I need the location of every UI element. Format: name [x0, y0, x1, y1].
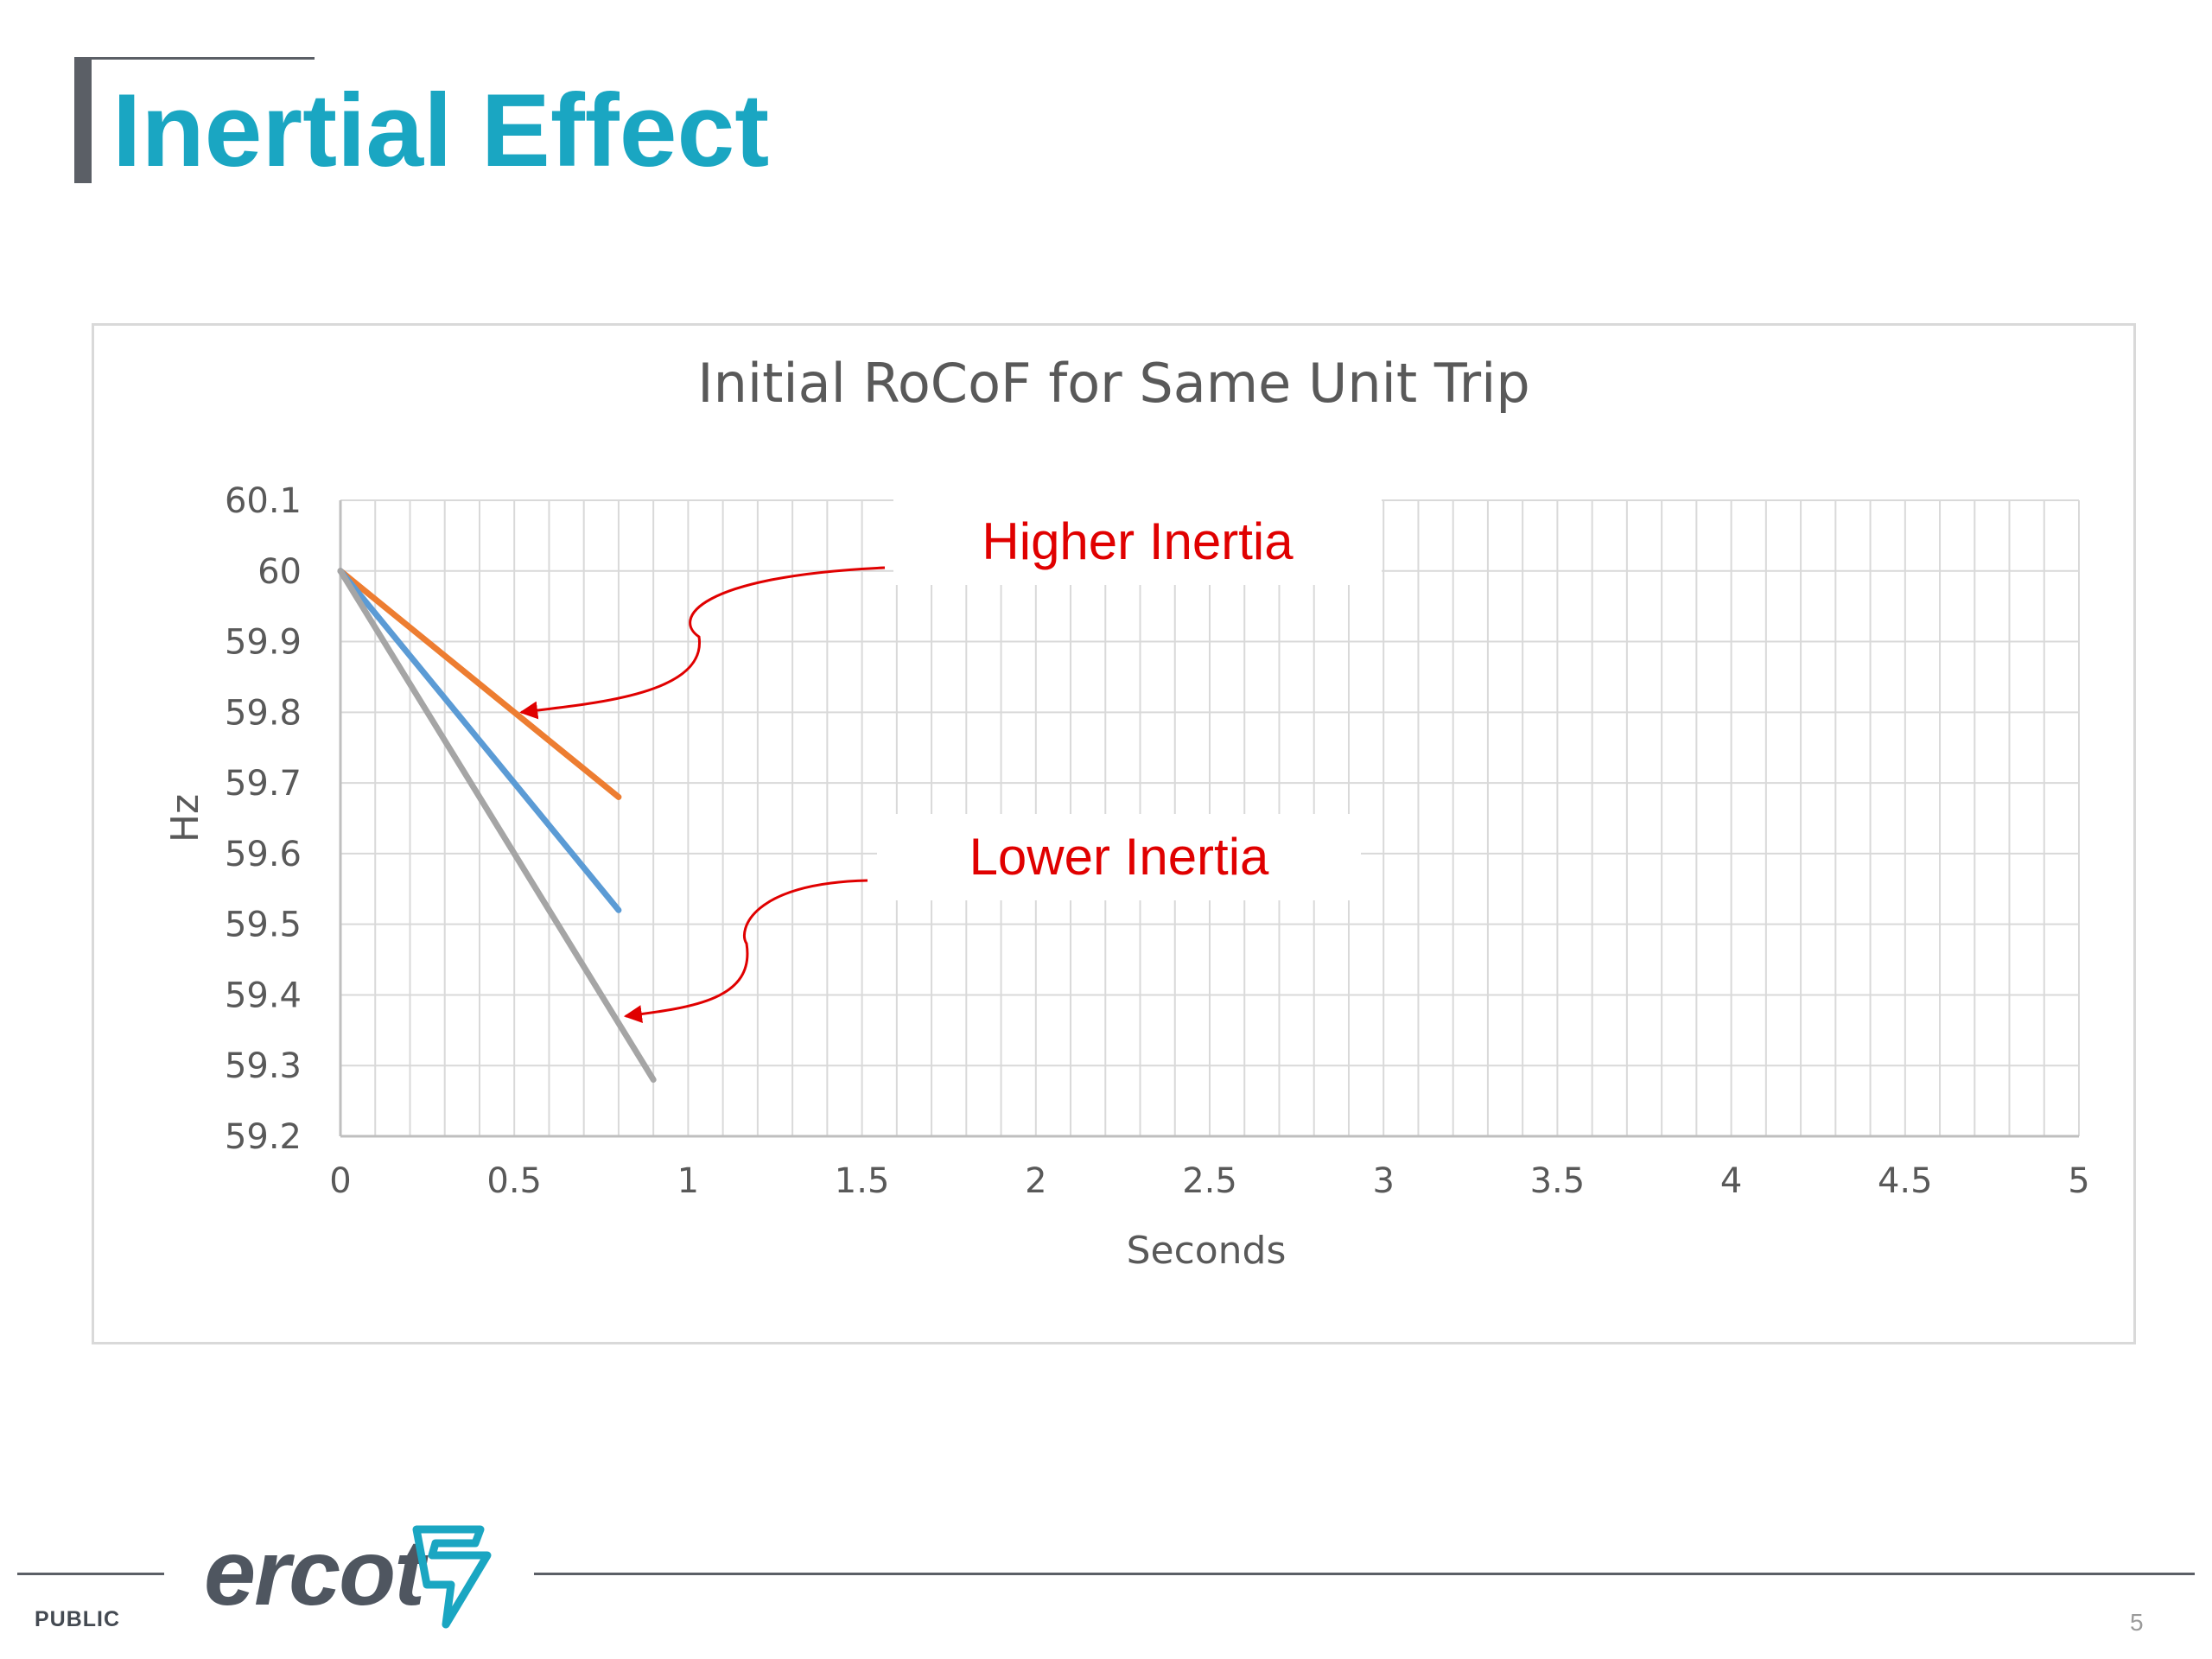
x-tick-label: 5	[2068, 1161, 2089, 1201]
chart-frame: Initial RoCoF for Same Unit Trip 60.1 60 59…	[92, 323, 2136, 1344]
x-axis-label: Seconds	[1127, 1229, 1287, 1273]
y-tick-label: 59.9	[225, 623, 302, 663]
x-tick-label: 4	[1720, 1161, 1742, 1201]
x-tick-label: 0.5	[486, 1161, 542, 1201]
annotation-label: Higher Inertia	[982, 512, 1294, 570]
slide-title: Inertial Effect	[112, 73, 770, 188]
annotation-arrow	[623, 879, 868, 1024]
x-tick-label: 3.5	[1530, 1161, 1586, 1201]
rocof-line-chart: Initial RoCoF for Same Unit Trip 60.1 60 59…	[163, 352, 2090, 1273]
annotation-background	[893, 499, 1382, 585]
annotation-background	[877, 814, 1361, 900]
y-tick-label: 59.4	[225, 976, 302, 1015]
footer-classification: PUBLIC	[35, 1607, 121, 1631]
annotation-arrow	[519, 566, 886, 720]
x-tick-label: 2	[1025, 1161, 1046, 1201]
title-accent-bar	[74, 57, 92, 183]
x-tick-label: 3	[1372, 1161, 1394, 1201]
logo-wordmark: ercot	[204, 1520, 425, 1624]
y-tick-label: 59.2	[225, 1117, 302, 1157]
chart-title: Initial RoCoF for Same Unit Trip	[697, 352, 1529, 415]
y-tick-label: 59.7	[225, 764, 302, 804]
footer-divider-right	[534, 1573, 2195, 1575]
title-accent-line	[74, 57, 315, 60]
y-tick-label: 59.3	[225, 1046, 302, 1086]
x-tick-label: 1	[677, 1161, 699, 1201]
footer-divider-left	[17, 1573, 164, 1575]
ercot-logo: ercot	[204, 1522, 498, 1630]
x-tick-label: 4.5	[1878, 1161, 1933, 1201]
y-tick-label: 60.1	[225, 481, 302, 521]
x-tick-label: 0	[329, 1161, 351, 1201]
lightning-bolt-icon	[412, 1525, 492, 1629]
annotation-label: Lower Inertia	[969, 828, 1269, 886]
x-tick-label: 2.5	[1182, 1161, 1237, 1201]
y-axis-label: Hz	[163, 794, 207, 842]
y-tick-label: 59.5	[225, 906, 302, 945]
y-tick-label: 59.8	[225, 693, 302, 733]
series-line	[337, 568, 622, 913]
series-line	[337, 568, 622, 800]
series-line	[337, 568, 657, 1084]
page-number: 5	[2130, 1609, 2144, 1636]
y-tick-label: 59.6	[225, 835, 302, 874]
y-tick-label: 60	[257, 552, 302, 592]
x-tick-label: 1.5	[835, 1161, 890, 1201]
